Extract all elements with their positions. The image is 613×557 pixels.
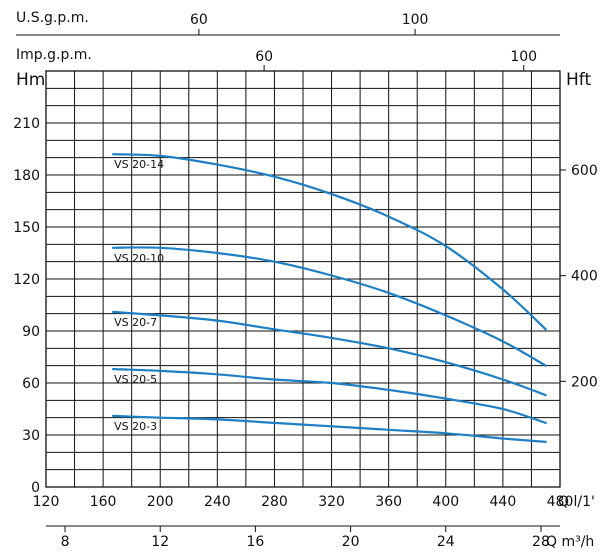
m3h-unit-label: Q m³/h [546,534,594,550]
curve-vs-20-7 [112,310,547,397]
y-left-tick-label: 150 [13,220,40,236]
curve-label: VS 20-5 [114,373,157,386]
x-impgpm-tick-label: 100 [510,49,537,65]
x-impgpm-tick-label: 60 [255,49,273,65]
y-left-tick-label: 120 [13,272,40,288]
curve-vs-20-3 [112,414,547,443]
x-lmin-tick-label: 360 [375,494,402,510]
hm-unit-label: Hm [16,70,45,90]
x-lmin-tick-label: 280 [261,494,288,510]
y-right-tick-label: 200 [571,374,598,390]
lmin-unit-label: Q l/1' [558,494,595,510]
x-m3h-tick-label: 16 [246,534,264,550]
x-lmin-tick-label: 240 [204,494,231,510]
x-usgpm-tick-label: 60 [190,12,208,28]
y-left-tick-label: 90 [22,324,40,340]
curve-vs-20-14 [112,153,547,331]
impgpm-unit-label: Imp.g.p.m. [16,47,92,63]
curve-vs-20-5 [112,368,547,424]
y-left-tick-label: 30 [22,428,40,444]
x-m3h-tick-label: 24 [437,534,455,550]
curve-label: VS 20-7 [114,316,157,329]
x-lmin-tick-label: 120 [33,494,60,510]
curve-label: VS 20-10 [114,252,164,265]
labels: U.S.g.p.m. Imp.g.p.m. Hm Hft Q l/1' Q m³… [13,10,597,550]
x-m3h-tick-label: 28 [532,534,550,550]
grid [16,29,566,532]
usgpm-unit-label: U.S.g.p.m. [16,10,89,26]
x-m3h-tick-label: 20 [342,534,360,550]
curve-label: VS 20-3 [114,420,157,433]
x-lmin-tick-label: 160 [90,494,117,510]
x-lmin-tick-label: 480 [547,494,574,510]
x-usgpm-tick-label: 100 [402,12,429,28]
curve-label: VS 20-14 [114,158,164,171]
x-lmin-tick-label: 320 [318,494,345,510]
y-right-tick-label: 600 [571,163,598,179]
hft-unit-label: Hft [566,70,591,90]
y-right-tick-label: 400 [571,269,598,285]
x-lmin-tick-label: 400 [432,494,459,510]
y-left-tick-label: 180 [13,168,40,184]
x-lmin-tick-label: 200 [147,494,174,510]
x-lmin-tick-label: 440 [490,494,517,510]
y-left-tick-label: 0 [31,480,40,496]
x-m3h-tick-label: 12 [151,534,169,550]
y-left-tick-label: 210 [13,116,40,132]
y-left-tick-label: 60 [22,376,40,392]
x-m3h-tick-label: 8 [61,534,70,550]
curve-vs-20-10 [112,246,547,367]
curves [112,153,547,443]
